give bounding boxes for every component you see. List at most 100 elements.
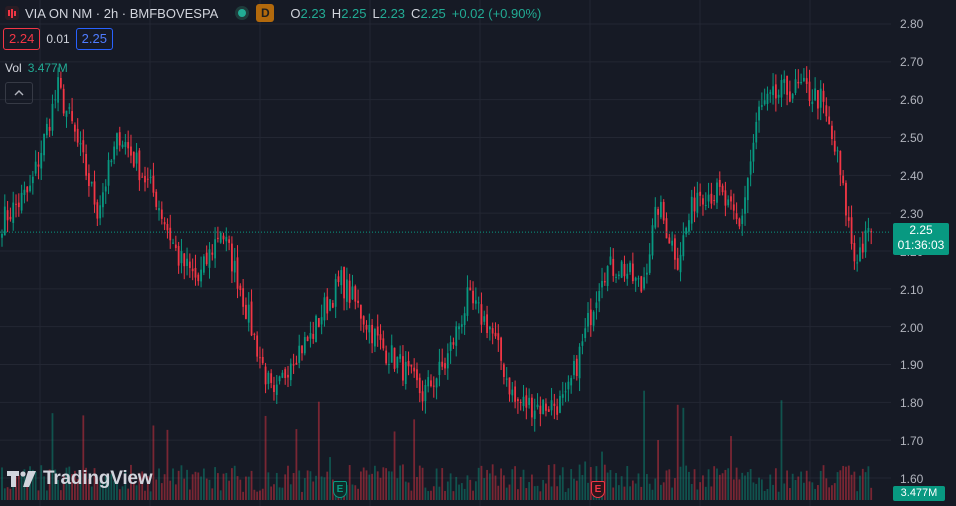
candle-body bbox=[531, 397, 533, 418]
volume-bar bbox=[197, 472, 200, 500]
volume-bar bbox=[270, 486, 273, 500]
candle-body bbox=[99, 205, 102, 219]
candle-body bbox=[298, 345, 301, 363]
candle-body bbox=[382, 338, 385, 349]
candle-body bbox=[329, 299, 331, 311]
earnings-event-marker[interactable]: E bbox=[591, 481, 605, 498]
volume-bar bbox=[188, 489, 191, 500]
price-tick: 2.10 bbox=[900, 283, 924, 297]
volume-bar bbox=[424, 487, 427, 500]
candle-body bbox=[864, 230, 867, 253]
delayed-data-badge[interactable]: D bbox=[256, 4, 275, 22]
candle-body bbox=[833, 140, 836, 152]
volume-bar bbox=[43, 476, 45, 500]
candle-body bbox=[856, 262, 859, 264]
current-price-value: 2.25 bbox=[909, 223, 933, 237]
candle-body bbox=[407, 360, 410, 367]
volume-bar bbox=[575, 480, 578, 500]
volume-bar bbox=[37, 490, 40, 500]
volume-bar bbox=[379, 477, 382, 500]
candle-body bbox=[730, 196, 732, 202]
sell-button[interactable]: 2.24 bbox=[3, 28, 41, 50]
candle-body bbox=[463, 313, 466, 325]
volume-bar bbox=[847, 465, 850, 500]
volume-bar bbox=[629, 486, 631, 500]
candle-body bbox=[174, 244, 177, 248]
volume-bar bbox=[696, 489, 699, 500]
candle-body bbox=[786, 75, 788, 95]
volume-bar bbox=[239, 479, 242, 500]
candle-body bbox=[573, 360, 575, 376]
candle-body bbox=[797, 81, 800, 84]
candle-body bbox=[416, 369, 418, 381]
volume-bar bbox=[794, 479, 797, 500]
volume-axis-label: 3.477M bbox=[893, 486, 945, 501]
earnings-event-marker[interactable]: E bbox=[333, 481, 347, 498]
volume-bar bbox=[82, 415, 85, 500]
candle-body bbox=[320, 317, 323, 325]
candle-body bbox=[51, 103, 54, 131]
candle-body bbox=[158, 208, 160, 211]
volume-bar bbox=[191, 474, 194, 500]
candle-body bbox=[264, 366, 267, 385]
candle-body bbox=[132, 151, 135, 167]
volume-bar bbox=[746, 472, 749, 500]
candle-body bbox=[385, 350, 388, 364]
price-chart[interactable] bbox=[0, 0, 891, 506]
candle-body bbox=[721, 185, 724, 193]
volume-bar bbox=[132, 483, 135, 500]
volume-bar bbox=[547, 464, 550, 500]
volume-bar bbox=[517, 489, 519, 500]
volume-bar bbox=[59, 490, 62, 500]
volume-bar bbox=[416, 477, 418, 500]
volume-bar bbox=[861, 468, 864, 500]
candle-body bbox=[808, 81, 811, 101]
volume-bar bbox=[514, 466, 517, 500]
candle-body bbox=[867, 227, 870, 232]
candle-body bbox=[214, 239, 216, 259]
volume-bar bbox=[842, 465, 845, 500]
ohlc-low-key: L bbox=[372, 5, 380, 21]
collapse-legend-button[interactable] bbox=[5, 82, 33, 104]
candle-body bbox=[724, 190, 727, 206]
candle-body bbox=[603, 281, 606, 283]
volume-bar bbox=[48, 469, 51, 500]
candle-body bbox=[474, 300, 477, 304]
volume-bar bbox=[707, 469, 710, 500]
volume-bar bbox=[407, 482, 410, 500]
candle-body bbox=[620, 261, 623, 278]
tradingview-logo[interactable]: TradingView bbox=[7, 468, 153, 490]
volume-bar bbox=[430, 490, 432, 500]
candle-body bbox=[410, 364, 413, 367]
volume-bar bbox=[519, 476, 522, 500]
candle-body bbox=[601, 280, 603, 288]
ohlc-low-value: 2.23 bbox=[379, 5, 406, 21]
volume-bar bbox=[567, 488, 570, 500]
candle-body bbox=[74, 124, 76, 132]
market-status-dot-icon[interactable] bbox=[238, 9, 247, 17]
candle-body bbox=[488, 326, 491, 330]
candle-body bbox=[124, 142, 127, 147]
candle-body bbox=[676, 258, 679, 270]
volume-bar bbox=[803, 482, 805, 500]
candle-body bbox=[337, 276, 340, 283]
volume-bar bbox=[690, 483, 693, 500]
volume-bar bbox=[550, 486, 553, 500]
volume-legend[interactable]: Vol 3.477M bbox=[5, 61, 68, 75]
candle-body bbox=[12, 202, 15, 223]
candle-body bbox=[617, 274, 620, 276]
candle-body bbox=[404, 361, 407, 385]
candle-body bbox=[275, 384, 278, 395]
volume-bar bbox=[814, 488, 817, 500]
volume-bar bbox=[202, 468, 205, 500]
price-tick: 2.40 bbox=[900, 169, 924, 183]
symbol-title[interactable]: VIA ON NM · 2h · BMFBOVESPA bbox=[25, 5, 219, 21]
buy-button[interactable]: 2.25 bbox=[75, 28, 113, 50]
candle-body bbox=[281, 372, 284, 378]
volume-bar bbox=[71, 474, 73, 500]
candle-body bbox=[287, 374, 289, 378]
candle-body bbox=[444, 363, 446, 369]
candle-body bbox=[640, 276, 643, 292]
volume-bar bbox=[637, 473, 640, 500]
candle-body bbox=[522, 396, 525, 407]
